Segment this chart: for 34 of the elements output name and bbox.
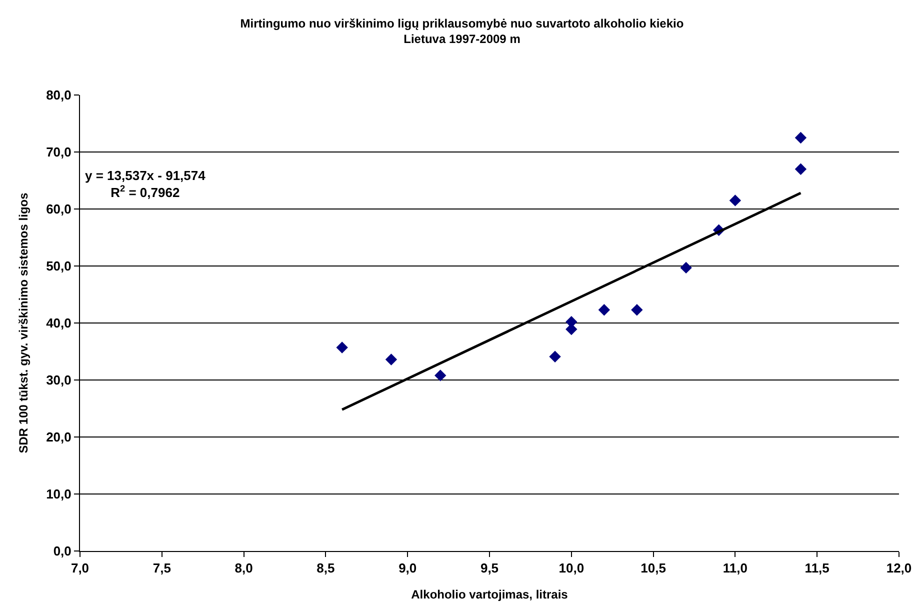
y-tick-label: 10,0 <box>46 486 72 502</box>
y-tick-label: 50,0 <box>46 258 72 274</box>
y-axis-title: SDR 100 tūkst. gyv. virškinimo sistemos ligos <box>16 192 30 454</box>
point <box>680 262 692 274</box>
y-tick-label: 80,0 <box>46 88 72 103</box>
x-tick-label: 10,0 <box>558 560 584 576</box>
x-tick-label: 11,5 <box>804 560 830 576</box>
y-tick-label: 0,0 <box>53 544 72 559</box>
x-tick-label: 9,5 <box>480 560 499 576</box>
y-tick-label: 30,0 <box>46 372 72 388</box>
annotation: y = 13,537x - 91,574 R$^{2}$ = 0,7962 <box>85 168 206 200</box>
x-tick-label: 12,0 <box>886 560 912 576</box>
y-tick-label: 20,0 <box>46 430 72 445</box>
point <box>794 132 807 144</box>
x-tick-label: 10,5 <box>640 560 666 576</box>
chart-title: Mirtingumo nuo virškinimo ligų priklausomybė nuo suvartoto alkoholio kiekio Lietuva 1997-2009 m <box>240 16 684 46</box>
y-tick-label: 70,0 <box>46 144 72 160</box>
point <box>794 163 807 175</box>
point <box>549 350 561 362</box>
x-tick-label: 7,5 <box>152 560 171 576</box>
point <box>598 304 610 316</box>
x-tick-label: 11,0 <box>722 560 748 576</box>
x-tick-label: 7,0 <box>70 560 90 576</box>
y-tick-label: 60,0 <box>46 202 72 217</box>
point <box>631 304 643 316</box>
point <box>385 354 398 366</box>
y-tick-label: 40,0 <box>46 316 72 331</box>
point <box>729 194 742 206</box>
point <box>434 370 446 382</box>
x-tick-label: 8,0 <box>234 560 253 576</box>
x-tick-label: 8,5 <box>316 560 335 576</box>
x-axis-title: Alkoholio vartojimas, litrais <box>411 588 568 602</box>
x-tick-label: 9,0 <box>398 560 417 576</box>
point <box>336 342 348 354</box>
